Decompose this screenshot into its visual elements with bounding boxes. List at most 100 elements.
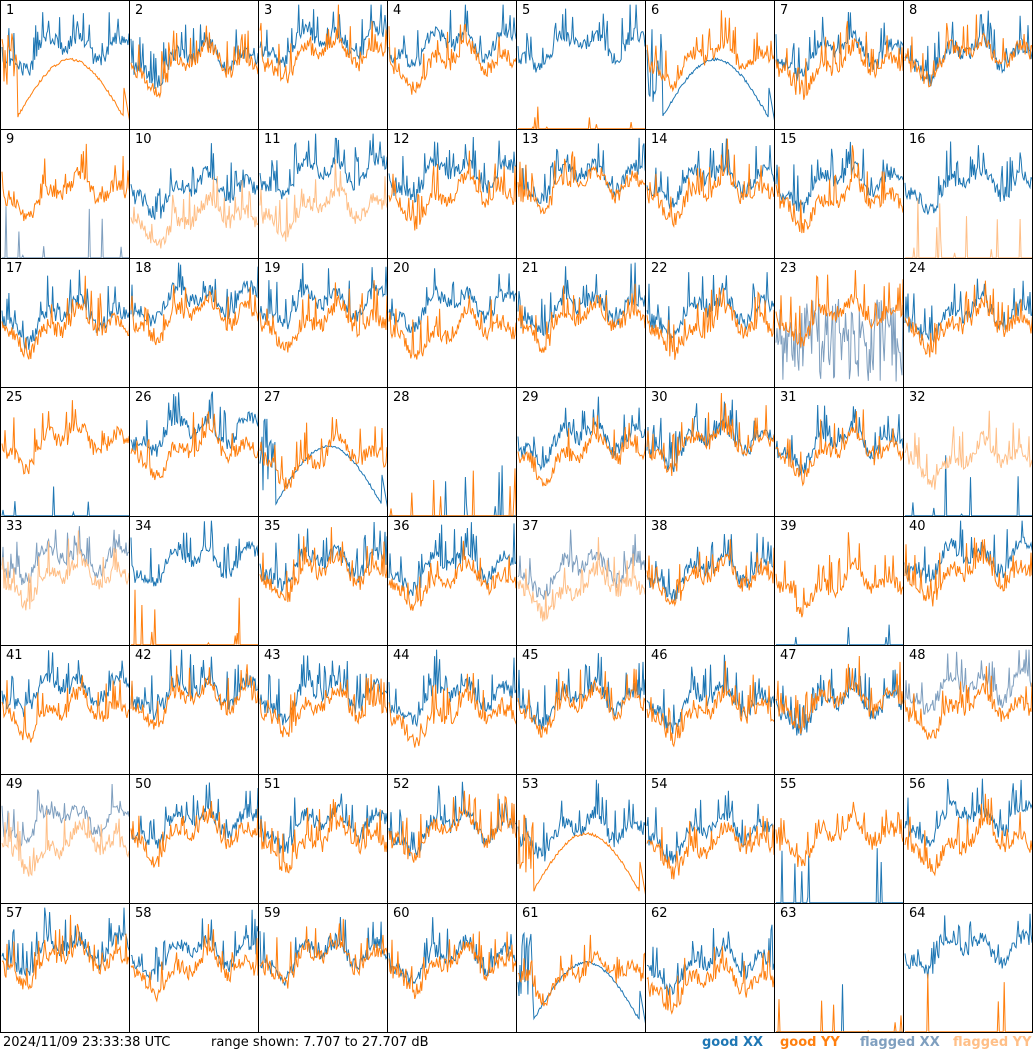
panel-label: 41 <box>6 648 23 663</box>
panel-plot <box>130 520 258 645</box>
panel-plot <box>775 270 903 382</box>
panel-plot <box>259 263 387 353</box>
series-yy-line <box>646 10 774 93</box>
series-yy-line <box>130 25 258 99</box>
panel-plot <box>1 650 129 743</box>
series-xx-line <box>2 206 129 258</box>
panel-plot <box>517 653 645 738</box>
panel-plot <box>646 654 774 748</box>
panel-plot <box>775 532 903 645</box>
panel-label: 45 <box>522 648 539 663</box>
panel-plot <box>775 655 903 736</box>
series-xx-line <box>259 4 387 68</box>
series-xx-line <box>517 137 645 205</box>
panel-plot <box>646 790 774 880</box>
panel-label: 59 <box>264 906 281 921</box>
panel-plot <box>904 778 1032 877</box>
panel-47: 47 <box>774 645 904 775</box>
series-yy-line <box>517 934 645 1007</box>
legend-flagged-xx: flagged XX <box>860 1035 940 1050</box>
series-xx-line <box>517 779 645 862</box>
series-yy-line <box>517 415 645 487</box>
series-xx-line <box>775 404 903 476</box>
panel-55: 55 <box>774 774 904 904</box>
panel-label: 7 <box>780 3 789 18</box>
series-yy-line <box>130 411 258 481</box>
series-yy-line <box>775 21 903 100</box>
panel-56: 56 <box>903 774 1033 904</box>
panel-plot <box>1 12 129 121</box>
panel-label: 57 <box>6 906 23 921</box>
panel-51: 51 <box>258 774 388 904</box>
panel-label: 36 <box>393 519 410 534</box>
series-xx-line <box>130 520 258 587</box>
series-xx-line <box>646 654 774 734</box>
legend-good-xx: good XX <box>702 1035 764 1050</box>
series-xx-line <box>1 907 129 978</box>
panel-59: 59 <box>258 903 388 1033</box>
series-yy-line <box>130 176 258 249</box>
panel-plot <box>517 4 645 129</box>
panel-12: 12 <box>387 129 517 259</box>
panel-26: 26 <box>129 387 259 517</box>
series-yy-line <box>517 283 645 353</box>
series-yy-line <box>388 150 516 231</box>
panel-60: 60 <box>387 903 517 1033</box>
series-xx-line <box>904 778 1032 847</box>
panel-label: 28 <box>393 390 410 405</box>
series-yy-line <box>517 537 645 622</box>
panel-label: 24 <box>909 261 926 276</box>
series-xx-line <box>130 649 258 721</box>
series-yy-line <box>646 287 774 360</box>
panel-plot <box>1 907 129 991</box>
series-xx-line <box>259 418 387 508</box>
series-yy-line <box>775 801 903 868</box>
panel-29: 29 <box>516 387 646 517</box>
series-yy-line <box>388 23 516 95</box>
series-yy-line <box>775 532 903 618</box>
series-yy-line <box>259 280 387 353</box>
panel-label: 2 <box>135 3 144 18</box>
series-xx-line <box>1 269 129 350</box>
series-yy-line <box>905 198 1032 258</box>
series-yy-line <box>775 270 903 348</box>
panel-plot <box>259 655 387 738</box>
panel-label: 3 <box>264 3 273 18</box>
panel-label: 31 <box>780 390 797 405</box>
panel-label: 20 <box>393 261 410 276</box>
panel-plot <box>904 141 1032 258</box>
timestamp: 2024/11/09 23:33:38 UTC <box>3 1035 171 1050</box>
panel-label: 54 <box>651 777 668 792</box>
panel-43: 43 <box>258 645 388 775</box>
series-yy-line <box>646 392 774 477</box>
panel-label: 52 <box>393 777 410 792</box>
series-xx-line <box>776 984 903 1032</box>
series-xx-line <box>259 263 387 330</box>
series-xx-line <box>1 650 129 718</box>
panel-5: 5 <box>516 0 646 130</box>
series-yy-line <box>259 4 387 84</box>
panel-label: 10 <box>135 132 152 147</box>
series-xx-line <box>646 138 774 209</box>
panel-label: 58 <box>135 906 152 921</box>
panel-9: 9 <box>0 129 130 259</box>
panel-plot <box>388 781 516 863</box>
panel-plot <box>130 24 258 99</box>
panel-plot <box>517 137 645 215</box>
series-xx-line <box>130 782 258 849</box>
panel-label: 56 <box>909 777 926 792</box>
panel-label: 12 <box>393 132 410 147</box>
panel-30: 30 <box>645 387 775 517</box>
panel-plot <box>517 529 645 622</box>
panel-plot <box>130 391 258 481</box>
series-yy-line <box>1 810 129 877</box>
panel-58: 58 <box>129 903 259 1033</box>
panel-plot <box>388 917 516 1000</box>
panel-plot <box>259 4 387 84</box>
panel-plot <box>1 783 129 877</box>
series-yy-line <box>904 410 1032 490</box>
series-xx-line <box>388 522 516 597</box>
panel-53: 53 <box>516 774 646 904</box>
panel-label: 48 <box>909 648 926 663</box>
range-label: range shown: 7.707 to 27.707 dB <box>211 1035 429 1050</box>
